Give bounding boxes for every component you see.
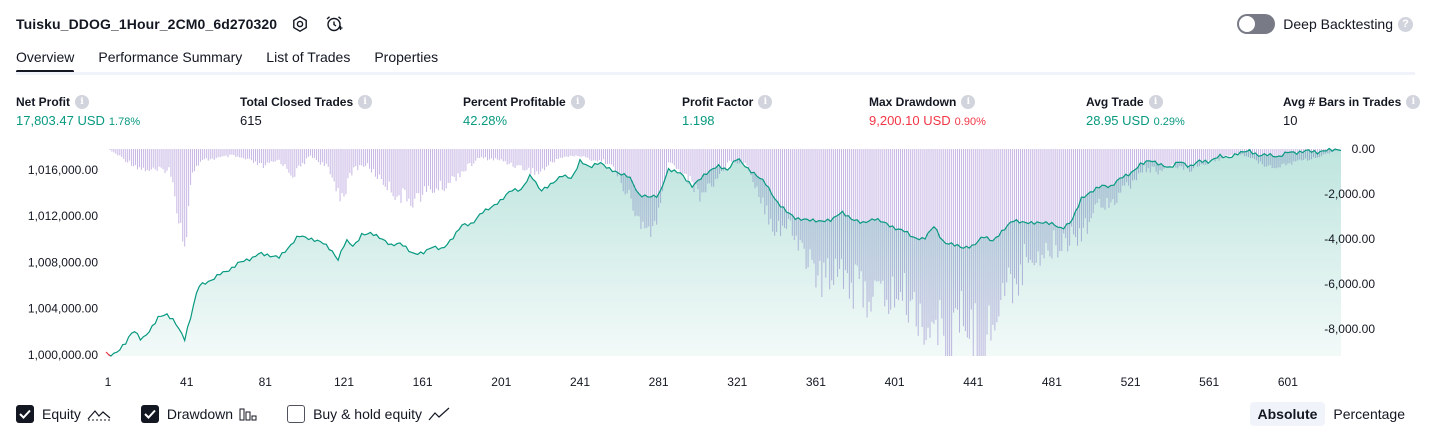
info-icon[interactable]: i [758, 95, 773, 109]
x-axis-tick: 121 [334, 375, 354, 389]
left-axis-tick: 1,000,000.00 [28, 348, 98, 362]
legend-buy-hold[interactable]: Buy & hold equity [287, 405, 450, 423]
metric-percent-profitable: Percent Profitable i 42.28% [463, 94, 585, 128]
metric-max-drawdown: Max Drawdown i 9,200.10 USD 0.90% [869, 94, 986, 128]
info-icon[interactable]: i [75, 95, 89, 109]
tabs-divider [16, 72, 1415, 75]
equity-area [108, 148, 1341, 356]
info-icon[interactable]: i [1406, 95, 1421, 109]
right-axis-tick: 0.00 [1352, 142, 1376, 156]
x-axis-tick: 201 [491, 375, 511, 389]
x-axis-tick: 561 [1199, 375, 1219, 389]
right-axis-tick: -6,000.00 [1324, 277, 1375, 291]
x-axis-tick: 441 [963, 375, 983, 389]
x-axis-tick: 281 [649, 375, 669, 389]
settings-gear-icon[interactable] [289, 13, 311, 35]
metric-label: Avg Trade [1086, 95, 1144, 109]
equity-drawdown-chart[interactable]: 1,000,000.00 1,004,000.00 1,008,000.00 1,01… [0, 140, 1431, 400]
metric-profit-factor: Profit Factor i 1.198 [682, 94, 773, 128]
equity-line [107, 147, 1342, 357]
metric-label: Max Drawdown [869, 95, 957, 109]
percentage-button[interactable]: Percentage [1333, 406, 1405, 422]
right-axis-tick: -4,000.00 [1324, 232, 1375, 246]
metric-label: Total Closed Trades [240, 95, 354, 109]
info-icon[interactable]: i [1148, 95, 1163, 109]
legend-drawdown[interactable]: Drawdown [140, 405, 257, 423]
metric-label: Avg # Bars in Trades [1283, 95, 1402, 109]
value-mode-toggle: Absolute Percentage [1249, 402, 1414, 426]
x-axis-tick: 481 [1042, 375, 1062, 389]
metric-value: 9,200.10 USD [869, 113, 951, 128]
metric-label: Net Profit [16, 95, 70, 109]
x-axis-tick: 1 [105, 375, 112, 389]
metric-value: 615 [240, 113, 262, 128]
buy-hold-checkbox[interactable] [287, 405, 306, 423]
chart-legend: Equity Drawdown Buy & hold equity [16, 403, 480, 425]
drawdown-bars-icon [239, 408, 257, 421]
info-icon[interactable]: i [358, 95, 373, 109]
tab-properties[interactable]: Properties [374, 49, 439, 65]
help-icon[interactable]: ? [1398, 16, 1413, 32]
strategy-title: Tuisku_DDOG_1Hour_2CM0_6d270320 [16, 16, 278, 32]
x-axis-tick: 321 [727, 375, 747, 389]
x-axis-tick: 81 [259, 375, 273, 389]
x-axis: 1 41 81 121 161 201 241 281 321 361 401 441 481 521 56… [105, 375, 1299, 389]
legend-drawdown-label: Drawdown [166, 406, 234, 422]
deep-backtesting-label: Deep Backtesting [1283, 16, 1393, 32]
start-marker [105, 351, 111, 357]
toggle-knob [1239, 16, 1256, 32]
right-axis-tick: -2,000.00 [1324, 187, 1375, 201]
legend-equity[interactable]: Equity [16, 405, 111, 423]
equity-line-icon [87, 410, 111, 421]
tab-overview[interactable]: Overview [16, 46, 75, 73]
metric-sub-value: 0.90% [954, 116, 986, 128]
metric-sub-value: 0.29% [1153, 116, 1185, 128]
left-axis-tick: 1,008,000.00 [28, 255, 98, 269]
x-axis-tick: 161 [413, 375, 433, 389]
buy-hold-line-icon [428, 407, 450, 421]
metric-value: 1.198 [682, 113, 715, 128]
add-alert-icon[interactable] [323, 13, 345, 35]
left-axis-tick: 1,016,000.00 [28, 163, 98, 177]
equity-checkbox[interactable] [16, 405, 34, 423]
info-icon[interactable]: i [570, 95, 585, 109]
absolute-button[interactable]: Absolute [1249, 402, 1326, 426]
x-axis-tick: 361 [806, 375, 826, 389]
left-axis-tick: 1,012,000.00 [28, 209, 98, 223]
metric-sub-value: 1.78% [108, 116, 141, 128]
x-axis-tick: 601 [1278, 375, 1298, 389]
left-axis: 1,000,000.00 1,004,000.00 1,008,000.00 1,01… [28, 163, 98, 362]
x-axis-tick: 521 [1121, 375, 1141, 389]
metric-label: Profit Factor [682, 95, 754, 109]
right-axis: 0.00 -2,000.00 -4,000.00 -6,000.00 -8,000.00 [1324, 142, 1375, 336]
metric-value: 10 [1283, 113, 1298, 128]
deep-backtesting-control: Deep Backtesting ? [1237, 13, 1413, 35]
x-axis-tick: 41 [180, 375, 194, 389]
tab-list-of-trades[interactable]: List of Trades [266, 49, 351, 65]
legend-buy-hold-label: Buy & hold equity [313, 406, 423, 422]
drawdown-checkbox[interactable] [140, 405, 159, 423]
right-axis-tick: -8,000.00 [1324, 322, 1375, 336]
left-axis-tick: 1,004,000.00 [28, 302, 98, 316]
metric-avg-bars-in-trades: Avg # Bars in Trades i 10 [1283, 94, 1421, 128]
metric-value: 42.28% [463, 113, 508, 128]
metric-total-closed-trades: Total Closed Trades i 615 [240, 94, 373, 128]
metric-value: 28.95 USD [1086, 113, 1150, 128]
metric-label: Percent Profitable [463, 95, 566, 109]
legend-equity-label: Equity [42, 406, 81, 422]
x-axis-tick: 241 [570, 375, 590, 389]
strategy-header: Tuisku_DDOG_1Hour_2CM0_6d270320 [16, 12, 345, 36]
metric-avg-trade: Avg Trade i 28.95 USD 0.29% [1086, 94, 1185, 128]
metric-value: 17,803.47 USD [16, 113, 105, 128]
x-axis-tick: 401 [885, 375, 905, 389]
info-icon[interactable]: i [961, 95, 976, 109]
metric-net-profit: Net Profit i 17,803.47 USD 1.78% [16, 94, 140, 128]
report-tabs: Overview Performance Summary List of Tra… [16, 46, 462, 73]
tab-performance-summary[interactable]: Performance Summary [98, 49, 243, 65]
deep-backtesting-toggle[interactable] [1237, 14, 1276, 34]
